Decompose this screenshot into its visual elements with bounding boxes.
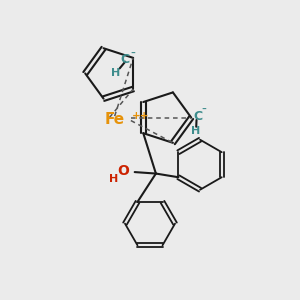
Text: O: O — [117, 164, 129, 178]
Text: -: - — [201, 103, 206, 117]
Text: Fe: Fe — [105, 112, 125, 127]
Text: H: H — [111, 68, 120, 78]
Text: H: H — [110, 174, 119, 184]
Text: ++: ++ — [132, 111, 149, 121]
Text: H: H — [191, 126, 200, 136]
Text: C: C — [194, 110, 203, 123]
Text: C: C — [120, 53, 129, 66]
Text: -: - — [130, 46, 135, 61]
